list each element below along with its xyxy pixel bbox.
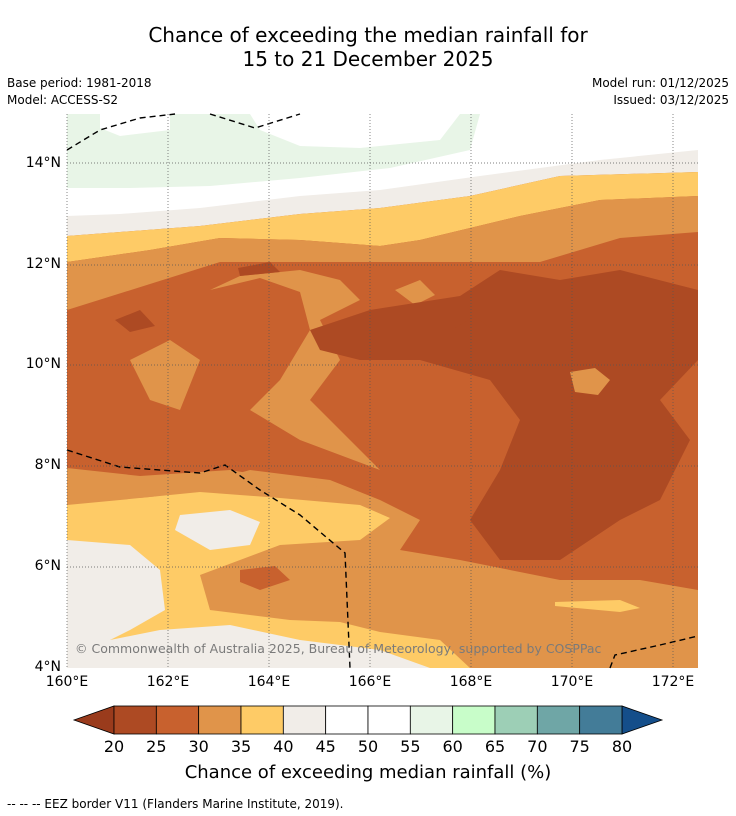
- colorbar-tick-label: 30: [188, 737, 209, 756]
- lon-label-162e: 162°E: [146, 674, 190, 690]
- lon-label-172e: 172°E: [651, 674, 695, 690]
- region-35-40-east-strip: [555, 600, 640, 612]
- colorbar-tick-label: 40: [273, 737, 294, 756]
- colorbar-swatch: [198, 705, 242, 735]
- colorbar-swatch: [536, 705, 581, 735]
- lat-label-12n: 12°N: [25, 256, 61, 272]
- colorbar-tick-label: 70: [527, 737, 548, 756]
- title-line-2: 15 to 21 December 2025: [242, 47, 494, 71]
- region-20-25-core: [310, 270, 698, 560]
- colorbar-tick-label: 50: [357, 737, 379, 756]
- lat-label-6n: 6°N: [34, 558, 61, 574]
- colorbar-swatch: [240, 705, 284, 735]
- title-line-1: Chance of exceeding the median rainfall …: [148, 23, 588, 47]
- colorbar-tick-label: 55: [400, 737, 421, 756]
- region-30-35-center: [210, 270, 380, 470]
- region-30-35-north: [67, 196, 698, 310]
- colorbar-tick-label: 65: [484, 737, 506, 756]
- colorbar-swatch: [113, 705, 157, 735]
- gridlines: [66, 114, 698, 668]
- colorbar-tick-label: 75: [569, 737, 590, 756]
- colorbar-under-arrow: [72, 705, 115, 735]
- colorbar-tick-label: 35: [230, 737, 252, 756]
- colorbar-title: Chance of exceeding median rainfall (%): [184, 762, 552, 783]
- lat-label-10n: 10°N: [25, 356, 61, 372]
- region-30-35-band: [67, 468, 330, 505]
- model-text: Model: ACCESS-S2: [7, 93, 119, 107]
- colorbar-over-arrow: [621, 705, 664, 735]
- lat-label-4n: 4°N: [34, 659, 61, 675]
- lon-label-170e: 170°E: [550, 674, 594, 690]
- lat-label-14n: 14°N: [25, 155, 61, 171]
- region-30-35-east: [570, 368, 610, 395]
- region-40-45-southwest: [67, 540, 165, 640]
- colorbar-tick-label: 20: [103, 737, 125, 756]
- map-fill-layers: [67, 114, 698, 668]
- base-period-text: Base period: 1981-2018: [7, 76, 152, 90]
- region-white-north: [100, 114, 460, 148]
- colorbar-swatch: [155, 705, 200, 735]
- colorbar-swatch: [325, 705, 369, 735]
- region-40-45-south-patch: [175, 510, 260, 550]
- colorbar-swatch: [452, 705, 496, 735]
- region-25-30-south-patch: [240, 566, 290, 590]
- model-run-text: Model run: 01/12/2025: [591, 76, 729, 90]
- lon-label-164e: 164°E: [247, 674, 291, 690]
- region-40-45-bottom: [67, 625, 430, 668]
- colorbar-swatch: [409, 705, 454, 735]
- copyright-notice: © Commonwealth of Australia 2025, Bureau…: [75, 641, 602, 656]
- region-30-35-left: [130, 340, 200, 410]
- issued-text: Issued: 03/12/2025: [613, 93, 729, 107]
- lat-label-8n: 8°N: [34, 457, 61, 473]
- colorbar-tick-label: 45: [315, 737, 336, 756]
- region-35-40-north: [67, 172, 698, 262]
- eez-border-n: [209, 113, 301, 129]
- colorbar-tick-label: 80: [611, 737, 633, 756]
- colorbar-tick-label: 25: [146, 737, 167, 756]
- region-20-25-small: [115, 262, 490, 332]
- colorbar-swatch: [282, 705, 327, 735]
- region-30-35-patch: [395, 280, 435, 305]
- lon-label-160e: 160°E: [45, 674, 89, 690]
- colorbar-swatch: [367, 705, 411, 735]
- colorbar: [72, 705, 664, 735]
- eez-borders: [66, 113, 699, 669]
- lon-label-166e: 166°E: [348, 674, 392, 690]
- colorbar-swatch: [579, 705, 623, 735]
- colorbar-tick-label: 60: [442, 737, 463, 756]
- colorbar-swatch: [494, 705, 538, 735]
- eez-border-sw: [66, 449, 351, 669]
- eez-footer-note: -- -- -- EEZ border V11 (Flanders Marine…: [7, 797, 344, 811]
- lon-label-168e: 168°E: [449, 674, 493, 690]
